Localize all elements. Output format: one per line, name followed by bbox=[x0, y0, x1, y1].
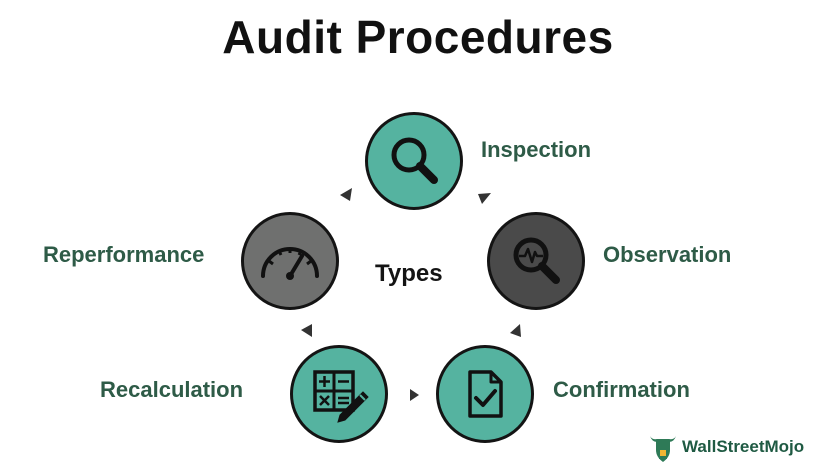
document-check-icon bbox=[468, 370, 503, 418]
bull-logo-icon bbox=[650, 436, 676, 462]
brand-watermark: WallStreetMojo bbox=[648, 430, 804, 464]
confirmation-node bbox=[436, 345, 534, 443]
observation-label: Observation bbox=[603, 242, 732, 267]
brand-name: WallStreetMojo bbox=[682, 437, 805, 456]
inspection-node bbox=[365, 112, 463, 210]
arrow-reperformance-to-inspection bbox=[340, 188, 352, 201]
magnifier-pulse-icon bbox=[513, 237, 560, 284]
recalculation-node bbox=[290, 345, 388, 443]
arrow-observation-to-confirmation bbox=[510, 324, 521, 337]
arrow-recalculation-to-reperformance bbox=[301, 324, 312, 337]
reperformance-node bbox=[241, 212, 339, 310]
page-title: Audit Procedures bbox=[222, 11, 614, 63]
confirmation-label: Confirmation bbox=[553, 377, 690, 402]
recalculation-label: Recalculation bbox=[100, 377, 244, 402]
center-label: Types bbox=[375, 260, 443, 287]
arrow-recalculation-to-confirmation bbox=[410, 389, 419, 401]
observation-node bbox=[487, 212, 585, 310]
speedometer-icon bbox=[261, 247, 319, 280]
inspection-label: Inspection bbox=[481, 137, 592, 162]
calculator-pencil-icon bbox=[313, 370, 369, 423]
reperformance-label: Reperformance bbox=[43, 242, 205, 267]
arrow-inspection-to-observation bbox=[478, 193, 491, 204]
magnifier-icon bbox=[391, 137, 438, 184]
